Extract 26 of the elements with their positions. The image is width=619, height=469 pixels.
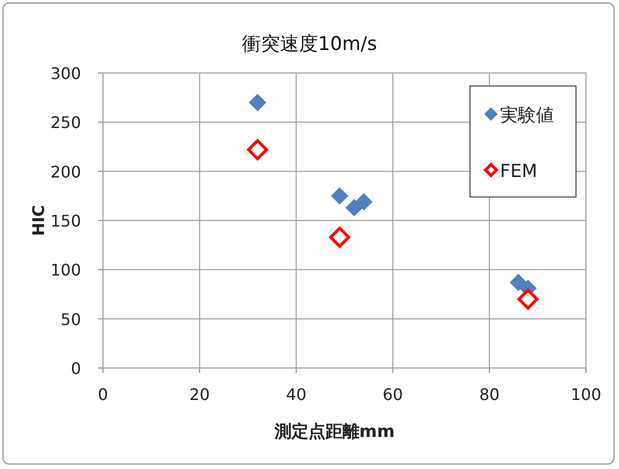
- y-tick-label: 100: [50, 260, 81, 280]
- point: [346, 199, 363, 216]
- point: [247, 139, 268, 160]
- point: [518, 288, 539, 310]
- y-tick-label: 300: [50, 64, 81, 83]
- x-tick-label: 40: [286, 385, 306, 404]
- x-tick-label: 80: [479, 385, 500, 404]
- point: [510, 274, 527, 291]
- x-tick-label: 0: [98, 385, 108, 404]
- x-tick-label: 60: [382, 385, 403, 404]
- y-tick-label: 50: [60, 310, 81, 329]
- point: [249, 94, 266, 111]
- y-tick-label: 250: [50, 113, 81, 132]
- y-axis-title: HIC: [29, 204, 48, 236]
- x-tick-label: 100: [570, 385, 602, 404]
- point: [355, 193, 372, 210]
- y-tick-label: 200: [50, 162, 81, 182]
- chart-title: 衝突速度10m/s: [242, 33, 377, 55]
- y-tick-label: 0: [70, 359, 81, 378]
- y-tick-label: 150: [50, 212, 81, 230]
- point: [331, 187, 348, 204]
- legend-label: 実験値: [500, 105, 554, 126]
- x-tick-label: 20: [189, 385, 210, 404]
- point: [329, 226, 350, 248]
- legend-label: FEM: [500, 161, 538, 182]
- x-axis-title: 測定点距離mm: [273, 422, 395, 442]
